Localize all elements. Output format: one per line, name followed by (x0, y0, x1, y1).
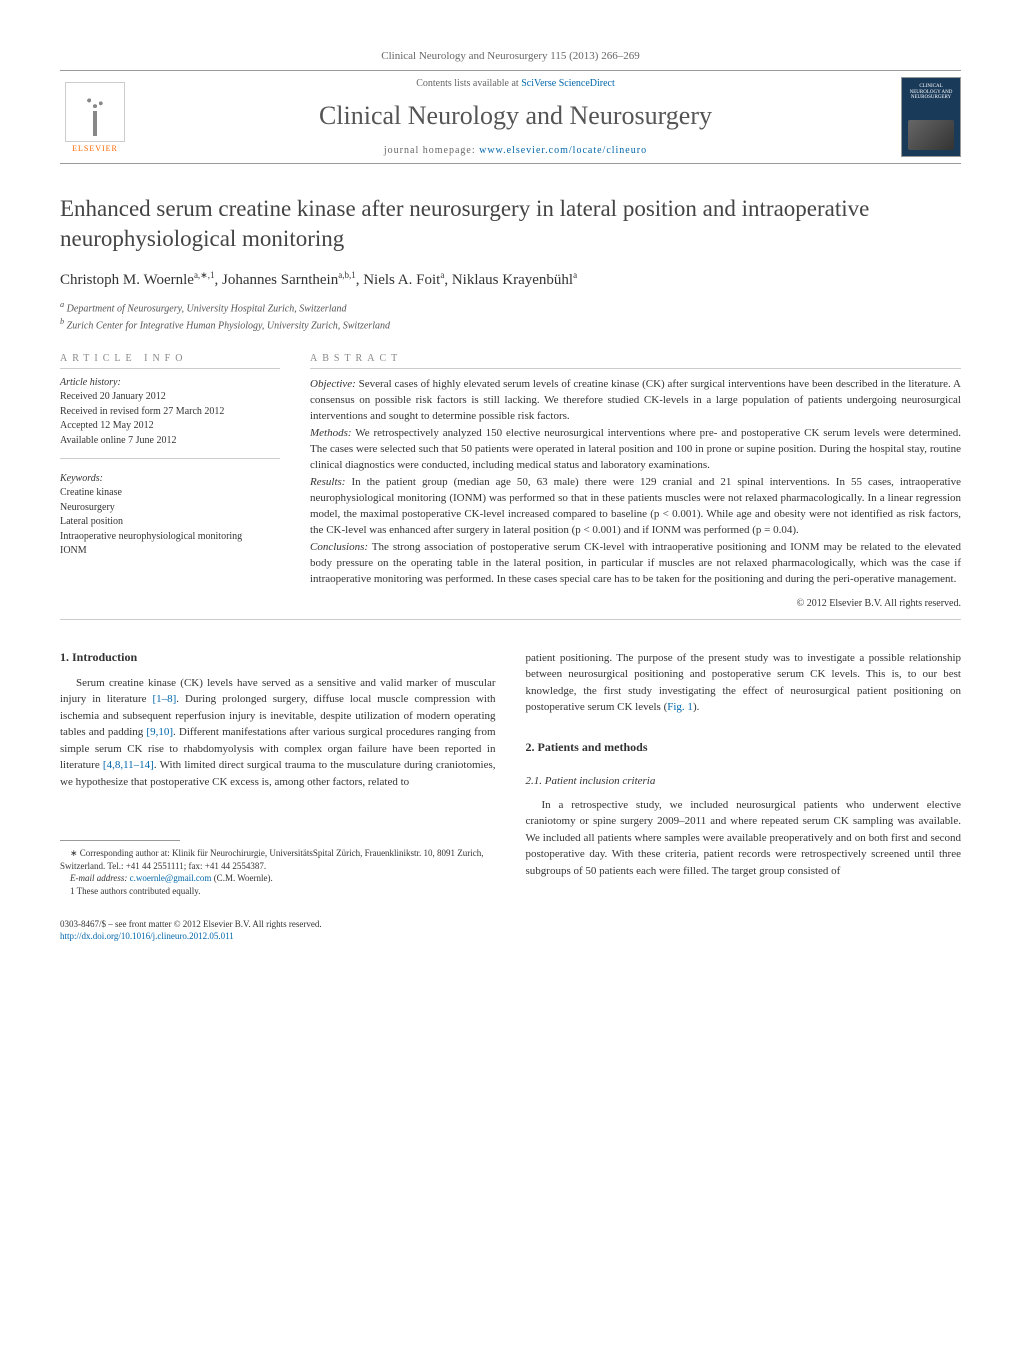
footnote-separator (60, 840, 180, 841)
contents-prefix: Contents lists available at (416, 78, 521, 89)
bottom-matter: 0303-8467/$ – see front matter © 2012 El… (60, 918, 496, 943)
email-link[interactable]: c.woernle@gmail.com (130, 873, 212, 883)
conclusions-label: Conclusions: (310, 541, 368, 553)
divider (60, 368, 280, 369)
running-header: Clinical Neurology and Neurosurgery 115 … (60, 50, 961, 62)
intro-col2-post: ). (693, 701, 699, 713)
author-sup: a,∗,1 (194, 270, 215, 280)
copyright: © 2012 Elsevier B.V. All rights reserved… (310, 598, 961, 609)
abstract-objective: Objective: Several cases of highly eleva… (310, 377, 961, 425)
left-column: 1. Introduction Serum creatine kinase (C… (60, 650, 496, 943)
contents-available: Contents lists available at SciVerse Sci… (150, 78, 881, 89)
divider (60, 619, 961, 620)
article-title: Enhanced serum creatine kinase after neu… (60, 194, 961, 254)
intro-col2-text: patient positioning. The purpose of the … (526, 652, 962, 714)
journal-banner: ELSEVIER Contents lists available at Sci… (60, 70, 961, 164)
right-column: patient positioning. The purpose of the … (526, 650, 962, 943)
author: Christoph M. Woernle (60, 272, 194, 288)
journal-title: Clinical Neurology and Neurosurgery (150, 101, 881, 131)
doi-link[interactable]: http://dx.doi.org/10.1016/j.clineuro.201… (60, 931, 234, 941)
email-footnote: E-mail address: c.woernle@gmail.com (C.M… (60, 872, 496, 885)
divider (310, 368, 961, 369)
abstract-results: Results: In the patient group (median ag… (310, 475, 961, 539)
keyword-item: Intraoperative neurophysiological monito… (60, 530, 280, 545)
intro-paragraph: Serum creatine kinase (CK) levels have s… (60, 675, 496, 791)
abstract-methods: Methods: We retrospectively analyzed 150… (310, 426, 961, 474)
intro-heading: 1. Introduction (60, 650, 496, 665)
history-item: Available online 7 June 2012 (60, 434, 280, 449)
intro-paragraph-cont: patient positioning. The purpose of the … (526, 650, 962, 716)
author-sup: a (573, 270, 577, 280)
sciencedirect-link[interactable]: SciVerse ScienceDirect (521, 78, 615, 89)
abstract-col: ABSTRACT Objective: Several cases of hig… (310, 353, 961, 608)
article-info-label: ARTICLE INFO (60, 353, 280, 364)
homepage-link[interactable]: www.elsevier.com/locate/clineuro (479, 145, 647, 156)
elsevier-logo: ELSEVIER (60, 77, 130, 157)
history-label: Article history: (60, 377, 280, 388)
corresponding-author-footnote: ∗ Corresponding author at: Klinik für Ne… (60, 847, 496, 872)
citation-link[interactable]: [1–8] (152, 693, 176, 705)
email-label: E-mail address: (70, 873, 130, 883)
citation-link[interactable]: [4,8,11–14] (103, 759, 154, 771)
methods-label: Methods: (310, 427, 352, 439)
history-item: Received 20 January 2012 (60, 390, 280, 405)
keyword-item: Lateral position (60, 515, 280, 530)
history-item: Accepted 12 May 2012 (60, 419, 280, 434)
elsevier-tree-icon (65, 82, 125, 142)
keyword-item: IONM (60, 544, 280, 559)
citation-link[interactable]: [9,10] (146, 726, 173, 738)
author-sup: a (440, 270, 444, 280)
author: Johannes Sarnthein (222, 272, 338, 288)
objective-text: Several cases of highly elevated serum l… (310, 378, 961, 422)
elsevier-wordmark: ELSEVIER (72, 144, 118, 153)
keywords-label: Keywords: (60, 473, 280, 484)
affiliation: b Zurich Center for Integrative Human Ph… (60, 316, 961, 333)
abstract-label: ABSTRACT (310, 353, 961, 364)
author-list: Christoph M. Woernlea,∗,1, Johannes Sarn… (60, 270, 961, 289)
figure-link[interactable]: Fig. 1 (667, 701, 693, 713)
results-label: Results: (310, 476, 345, 488)
results-text: In the patient group (median age 50, 63 … (310, 476, 961, 536)
methods-heading: 2. Patients and methods (526, 740, 962, 755)
email-suffix: (C.M. Woernle). (211, 873, 272, 883)
cover-label: CLINICAL NEUROLOGY AND NEUROSURGERY (906, 84, 956, 101)
objective-label: Objective: (310, 378, 356, 390)
article-info-col: ARTICLE INFO Article history: Received 2… (60, 353, 280, 608)
divider (60, 458, 280, 459)
methods-paragraph: In a retrospective study, we included ne… (526, 797, 962, 880)
conclusions-text: The strong association of postoperative … (310, 541, 961, 585)
cover-image-icon (908, 120, 954, 150)
author: Niels A. Foit (363, 272, 440, 288)
abstract-conclusions: Conclusions: The strong association of p… (310, 540, 961, 588)
body-columns: 1. Introduction Serum creatine kinase (C… (60, 650, 961, 943)
equal-contribution-footnote: 1 These authors contributed equally. (60, 885, 496, 898)
methods-subheading: 2.1. Patient inclusion criteria (526, 775, 962, 787)
history-item: Received in revised form 27 March 2012 (60, 405, 280, 420)
issn-line: 0303-8467/$ – see front matter © 2012 El… (60, 918, 496, 931)
methods-text: We retrospectively analyzed 150 elective… (310, 427, 961, 471)
journal-cover-thumb: CLINICAL NEUROLOGY AND NEUROSURGERY (901, 77, 961, 157)
homepage-prefix: journal homepage: (384, 145, 479, 156)
author-sup: a,b,1 (338, 270, 356, 280)
keyword-item: Creatine kinase (60, 486, 280, 501)
journal-homepage: journal homepage: www.elsevier.com/locat… (150, 145, 881, 156)
affiliation: a Department of Neurosurgery, University… (60, 299, 961, 316)
author: Niklaus Krayenbühl (452, 272, 573, 288)
keyword-item: Neurosurgery (60, 501, 280, 516)
affiliations: a Department of Neurosurgery, University… (60, 299, 961, 334)
